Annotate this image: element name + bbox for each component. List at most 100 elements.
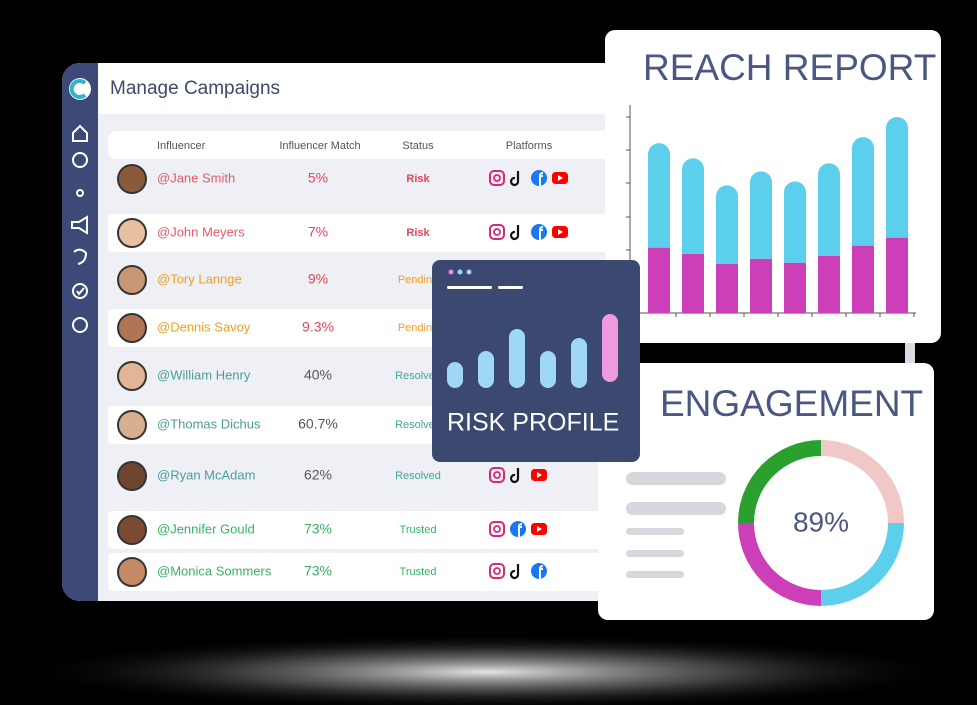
instagram-lens bbox=[493, 567, 501, 575]
influencer-name[interactable]: @Jane Smith bbox=[157, 170, 235, 185]
instagram-lens bbox=[493, 525, 501, 533]
avatar[interactable] bbox=[117, 313, 147, 343]
broadcast-icon[interactable] bbox=[76, 189, 84, 197]
check-mark bbox=[76, 287, 85, 296]
avatar[interactable] bbox=[117, 410, 147, 440]
facebook-f bbox=[539, 226, 544, 240]
placeholder bbox=[626, 550, 684, 557]
influencer-name[interactable]: @John Meyers bbox=[157, 224, 245, 239]
sync-icon[interactable] bbox=[72, 317, 88, 333]
avatar[interactable] bbox=[117, 515, 147, 545]
status: Trusted bbox=[400, 566, 437, 578]
dot bbox=[448, 269, 454, 275]
facebook-f bbox=[539, 565, 544, 579]
platform-icon[interactable] bbox=[489, 563, 505, 579]
influencer-name[interactable]: @Jennifer Gould bbox=[157, 521, 255, 536]
avatar[interactable] bbox=[117, 557, 147, 587]
match: 5% bbox=[308, 170, 328, 186]
engagement-value: 89% bbox=[793, 506, 849, 537]
instagram bbox=[489, 521, 505, 537]
engagement-title: ENGAGEMENT bbox=[660, 383, 923, 424]
youtube-play bbox=[558, 229, 563, 235]
influencer-name[interactable]: @Thomas Dichus bbox=[157, 416, 261, 431]
match: 62% bbox=[304, 467, 332, 483]
platform-icon[interactable] bbox=[509, 468, 520, 484]
avatar[interactable] bbox=[117, 164, 147, 194]
influencer-name[interactable]: @Tory Lannge bbox=[157, 271, 242, 286]
tiktok bbox=[509, 468, 520, 484]
tiktok bbox=[509, 225, 520, 241]
sidebar-icons bbox=[71, 124, 88, 333]
avatar[interactable] bbox=[117, 361, 147, 391]
avatar[interactable] bbox=[117, 218, 147, 248]
listen-icon[interactable] bbox=[73, 248, 88, 265]
panel-title: Manage Campaigns bbox=[110, 78, 280, 99]
bar-segment bbox=[648, 143, 670, 248]
donut-segment bbox=[738, 440, 822, 524]
platform-icon[interactable] bbox=[509, 171, 520, 187]
status: Risk bbox=[406, 227, 430, 239]
platform-icon[interactable] bbox=[509, 564, 520, 580]
glow bbox=[18, 634, 958, 705]
platform-icon[interactable] bbox=[552, 226, 568, 238]
platform-icon[interactable] bbox=[510, 521, 526, 537]
engagement-panel: ENGAGEMENT 89% bbox=[598, 363, 934, 620]
platform-icon[interactable] bbox=[489, 467, 505, 483]
check-icon[interactable] bbox=[72, 283, 88, 299]
column-header: Influencer Match bbox=[279, 140, 360, 152]
icon-bar bbox=[602, 314, 618, 382]
tiktok bbox=[509, 171, 520, 187]
platform-icon[interactable] bbox=[552, 172, 568, 184]
influencer-name[interactable]: @Monica Sommers bbox=[157, 563, 272, 578]
line bbox=[498, 286, 523, 289]
status: Trusted bbox=[400, 524, 437, 536]
influencer-name[interactable]: @Ryan McAdam bbox=[157, 467, 255, 482]
youtube-play bbox=[558, 175, 563, 181]
risk-icon-bars bbox=[447, 314, 618, 388]
bar-segment bbox=[716, 185, 738, 264]
match: 40% bbox=[304, 367, 332, 383]
instagram bbox=[489, 170, 505, 186]
youtube-play bbox=[537, 526, 542, 532]
platform-icon[interactable] bbox=[531, 523, 547, 535]
avatar[interactable] bbox=[117, 265, 147, 295]
platform-icon[interactable] bbox=[531, 469, 547, 481]
reach-report: REACH REPORT bbox=[605, 30, 941, 370]
status: Resolved bbox=[395, 419, 441, 431]
influencer-name[interactable]: @Dennis Savoy bbox=[157, 319, 251, 334]
bar-segment bbox=[682, 253, 704, 313]
platform-icon[interactable] bbox=[531, 224, 547, 240]
bar-segment bbox=[886, 237, 908, 313]
status: Risk bbox=[406, 173, 430, 185]
megaphone-icon[interactable] bbox=[71, 215, 88, 235]
placeholder bbox=[626, 472, 726, 485]
platform-icon[interactable] bbox=[489, 521, 505, 537]
bar-segment bbox=[784, 181, 806, 263]
placeholder bbox=[626, 502, 726, 515]
avatar[interactable] bbox=[117, 461, 147, 491]
platform-icon[interactable] bbox=[509, 225, 520, 241]
target-icon[interactable] bbox=[72, 152, 88, 168]
icon-bar bbox=[478, 351, 494, 388]
platform-icon[interactable] bbox=[489, 224, 505, 240]
platform-icon[interactable] bbox=[531, 563, 547, 579]
reach-title: REACH REPORT bbox=[643, 47, 936, 88]
instagram bbox=[489, 224, 505, 240]
platform-icon[interactable] bbox=[531, 170, 547, 186]
match: 73% bbox=[304, 563, 332, 579]
status: Pending bbox=[398, 322, 438, 334]
tiktok bbox=[509, 564, 520, 580]
donut-segment bbox=[820, 440, 904, 524]
dot bbox=[466, 269, 472, 275]
instagram bbox=[489, 563, 505, 579]
table-header bbox=[108, 131, 622, 159]
bar-segment bbox=[750, 171, 772, 259]
platform-icon[interactable] bbox=[489, 170, 505, 186]
bar-segment bbox=[852, 245, 874, 313]
home-icon[interactable] bbox=[72, 124, 88, 142]
donut-segment bbox=[738, 522, 822, 606]
instagram-lens bbox=[493, 174, 501, 182]
placeholder bbox=[626, 571, 684, 578]
influencer-name[interactable]: @William Henry bbox=[157, 367, 251, 382]
facebook-f bbox=[518, 523, 523, 537]
